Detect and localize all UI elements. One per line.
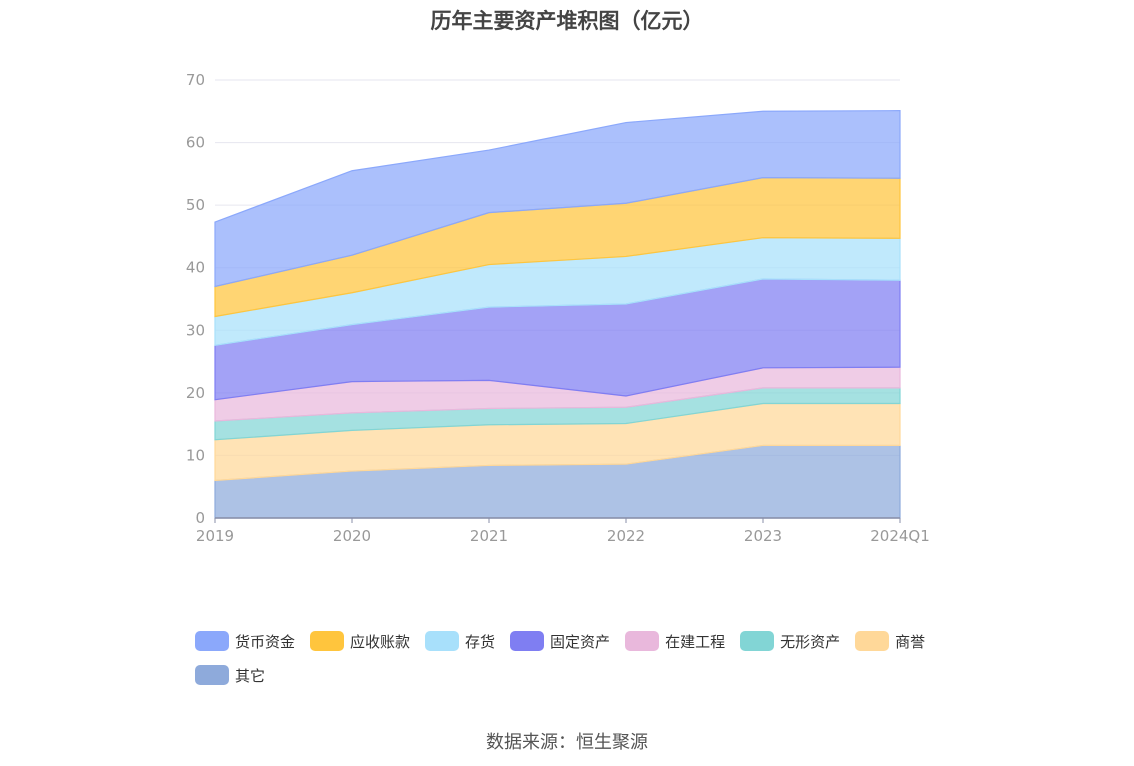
y-tick-label: 50 [186,196,205,214]
legend-item-存货[interactable]: 存货 [425,630,495,652]
legend-swatch [195,631,229,651]
legend-swatch [195,665,229,685]
y-tick-label: 20 [186,384,205,402]
legend-item-应收账款[interactable]: 应收账款 [310,630,410,652]
legend-label: 无形资产 [780,632,841,651]
area-series-货币资金[interactable] [214,110,901,288]
data-source-note: 数据来源：恒生聚源 [486,732,648,753]
legend-swatch [855,631,890,651]
x-tick-label: 2020 [333,527,371,545]
legend-swatch [310,631,345,651]
chart-title: 历年主要资产堆积图（亿元） [430,9,704,33]
x-tick-label: 2024Q1 [870,527,930,545]
y-tick-label: 70 [186,71,205,89]
legend-label: 商誉 [895,632,926,651]
x-tick-label: 2019 [196,527,234,545]
legend-item-在建工程[interactable]: 在建工程 [625,630,725,652]
legend-swatch [740,631,775,651]
legend-swatch [510,631,545,651]
legend-item-无形资产[interactable]: 无形资产 [740,630,840,652]
chart-legend: 货币资金 应收账款 存货 固定资产 在建工程 无形资产 商誉其它 [195,630,975,686]
y-tick-label: 30 [186,321,205,339]
y-tick-label: 0 [195,509,205,527]
x-tick-label: 2023 [744,527,782,545]
legend-item-商誉[interactable]: 商誉 [855,630,925,652]
x-tick-label: 2022 [607,527,645,545]
legend-label: 固定资产 [550,632,611,651]
y-tick-label: 40 [186,259,205,277]
legend-label: 在建工程 [665,632,726,651]
legend-label: 货币资金 [235,632,296,651]
legend-swatch [625,631,660,651]
y-tick-label: 10 [186,446,205,464]
legend-label: 应收账款 [350,632,411,651]
legend-swatch [425,631,460,651]
y-tick-label: 60 [186,134,205,152]
legend-item-固定资产[interactable]: 固定资产 [510,630,610,652]
x-tick-label: 2021 [470,527,508,545]
legend-label: 存货 [465,632,496,651]
legend-item-货币资金[interactable]: 货币资金 [195,630,295,652]
legend-item-其它[interactable]: 其它 [195,664,265,686]
legend-label: 其它 [235,666,266,685]
